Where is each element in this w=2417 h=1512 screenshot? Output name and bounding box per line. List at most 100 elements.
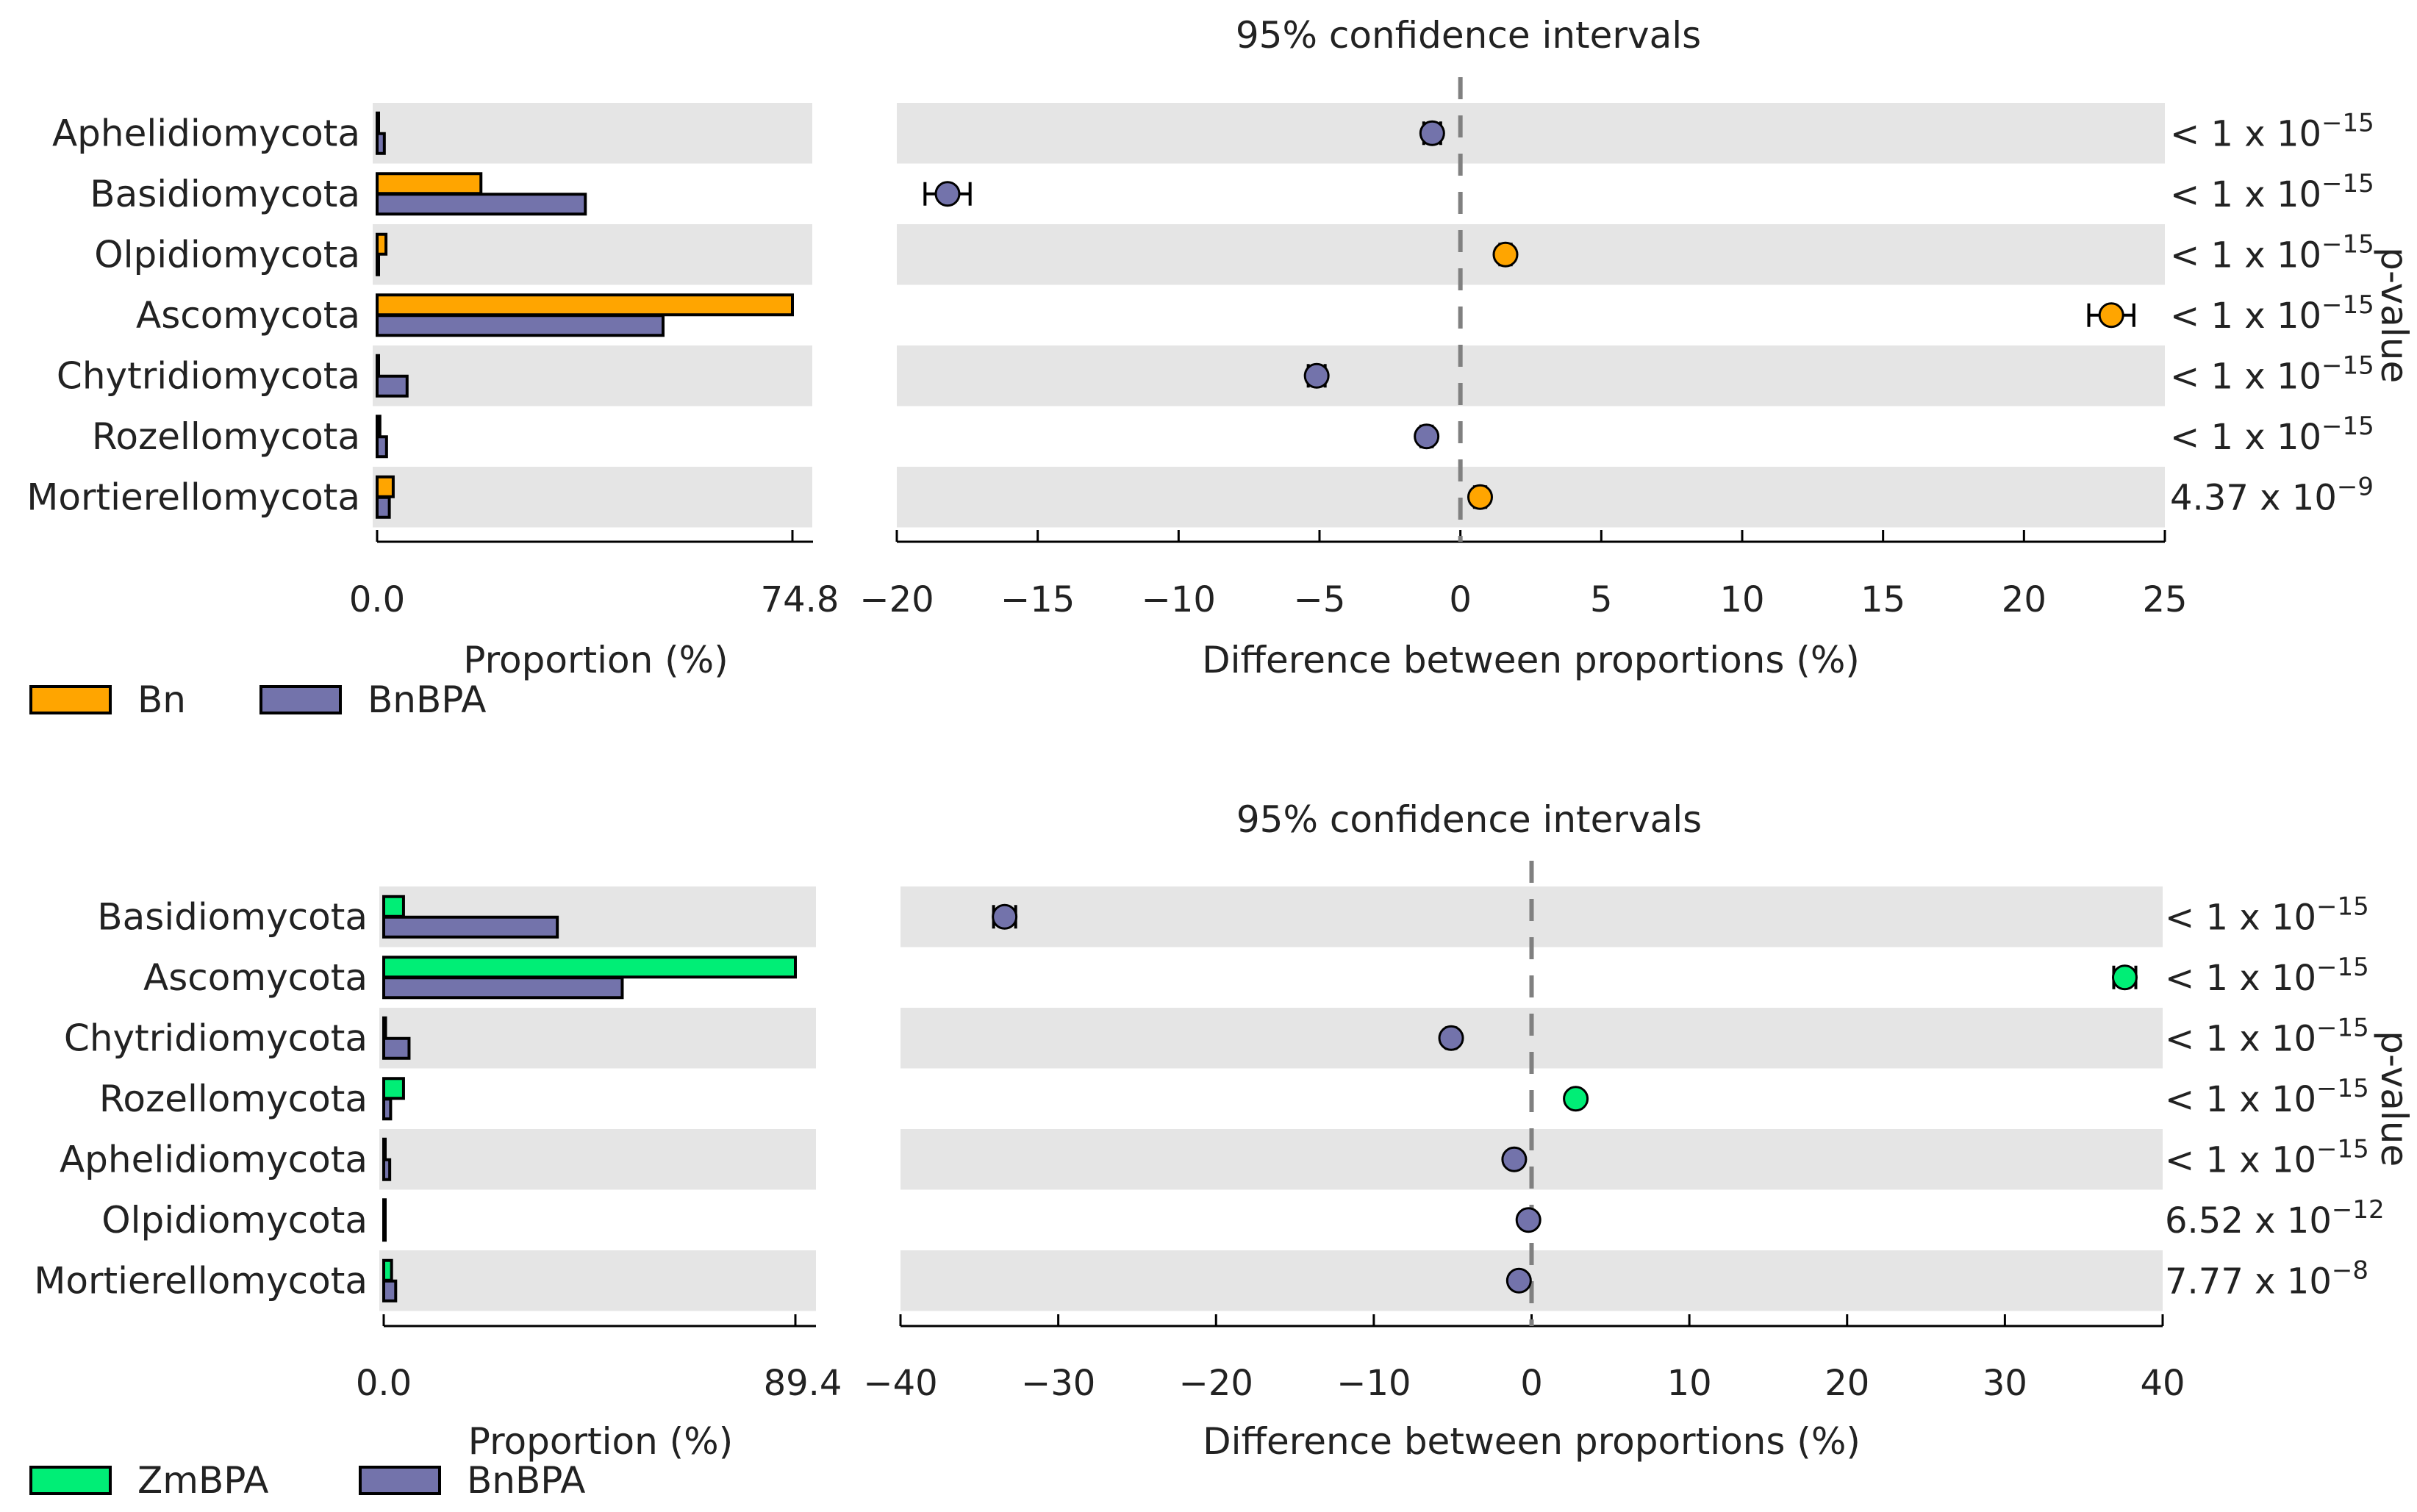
bar-bn: [376, 232, 388, 256]
p-value-label: < 1 x 10−15: [2170, 351, 2374, 397]
p-value-label: < 1 x 10−15: [2170, 229, 2374, 276]
category-label: Olpidiomycota: [101, 1199, 368, 1242]
category-label: Basidiomycota: [97, 895, 368, 938]
legend-label: BnBPA: [368, 678, 486, 721]
category-label: Chytridiomycota: [64, 1017, 368, 1059]
bar-bn: [376, 475, 395, 498]
p-value-label: < 1 x 10−15: [2165, 953, 2369, 999]
legend-label: ZmBPA: [137, 1459, 268, 1502]
bar-bnbpa: [382, 976, 624, 1000]
bar-bnbpa: [382, 1036, 411, 1060]
difference-tick-label: 40: [2140, 1363, 2185, 1404]
p-value-label: < 1 x 10−15: [2170, 108, 2374, 154]
category-label: Mortierellomycota: [26, 476, 360, 518]
category-label: Ascomycota: [143, 956, 368, 999]
difference-tick-label: −5: [1294, 579, 1346, 620]
category-label: Rozellomycota: [99, 1078, 368, 1120]
legend-swatch-bn: [29, 685, 112, 714]
difference-point: [1505, 1267, 1532, 1294]
difference-tick-label: 15: [1861, 579, 1905, 620]
bar-bn: [376, 172, 483, 196]
row-shade: [373, 467, 812, 528]
chart-panel-2: 95% confidence intervals Basidiomycota Asc…: [29, 798, 2416, 1502]
bar-bn: [376, 293, 794, 317]
difference-tick-label: 0: [1520, 1363, 1543, 1404]
difference-tick-label: −15: [1000, 579, 1075, 620]
p-value-label: < 1 x 10−15: [2165, 1013, 2369, 1059]
row-shade: [379, 1250, 816, 1311]
difference-point: [2098, 302, 2124, 329]
category-label: Aphelidiomycota: [60, 1138, 368, 1180]
row-shade: [897, 224, 2165, 285]
difference-tick-label: 0: [1449, 579, 1472, 620]
p-value-label: < 1 x 10−15: [2165, 1134, 2369, 1180]
bar-zmbpa: [382, 1137, 387, 1161]
category-label: Chytridiomycota: [57, 354, 360, 397]
bar-bn: [376, 354, 380, 377]
row-shade: [379, 1129, 816, 1190]
difference-point: [1303, 362, 1330, 389]
difference-point: [992, 903, 1018, 930]
proportion-tick-label: 0.0: [349, 579, 405, 620]
difference-point: [1515, 1207, 1541, 1233]
legend-swatch-bnbpa: [259, 685, 342, 714]
difference-tick-label: 20: [2002, 579, 2047, 620]
proportion-tick-label: 89.4: [764, 1363, 842, 1404]
bar-bnbpa: [382, 1097, 393, 1121]
row-shade: [373, 224, 812, 285]
row-shade: [897, 103, 2165, 164]
difference-tick-label: −40: [863, 1363, 937, 1404]
p-value-label: 4.37 x 10−9: [2170, 472, 2374, 518]
category-label: Rozellomycota: [92, 415, 360, 458]
bar-zmbpa: [382, 895, 405, 918]
category-label: Basidiomycota: [90, 173, 360, 215]
difference-axis-title: Difference between proportions (%): [1203, 1420, 1861, 1463]
proportion-axis-title: Proportion (%): [468, 1420, 733, 1463]
category-label: Mortierellomycota: [34, 1259, 368, 1302]
bar-bnbpa: [376, 435, 388, 459]
difference-tick-label: 20: [1825, 1363, 1869, 1404]
difference-tick-label: 5: [1590, 579, 1613, 620]
difference-point: [1438, 1025, 1464, 1051]
row-shade: [373, 345, 812, 406]
bar-bn: [376, 111, 380, 135]
bar-bnbpa: [376, 132, 386, 155]
difference-tick-label: −20: [1179, 1363, 1253, 1404]
difference-point: [1492, 241, 1519, 268]
difference-tick-label: −10: [1142, 579, 1216, 620]
bar-zmbpa: [382, 1016, 387, 1039]
bar-bn: [376, 415, 382, 438]
difference-axis-title: Difference between proportions (%): [1202, 639, 1860, 681]
category-label: Olpidiomycota: [94, 233, 360, 276]
legend-swatch-bnbpa: [359, 1466, 441, 1495]
difference-point: [1419, 120, 1445, 146]
bar-zmbpa: [382, 1198, 387, 1222]
chart-title: 95% confidence intervals: [1236, 14, 1701, 57]
p-value-label: < 1 x 10−15: [2170, 169, 2374, 215]
difference-tick-label: −20: [859, 579, 934, 620]
p-value-axis-title: p-value: [2373, 247, 2416, 383]
difference-point: [1414, 423, 1440, 450]
difference-tick-label: 10: [1667, 1363, 1712, 1404]
bar-bnbpa: [382, 1279, 398, 1303]
bar-bnbpa: [376, 253, 380, 276]
bar-zmbpa: [382, 1077, 405, 1100]
chart-panel-1: 95% confidence intervals Aphelidiomycota B…: [26, 14, 2416, 721]
bar-bnbpa: [376, 495, 391, 519]
difference-point: [934, 181, 961, 207]
bar-bnbpa: [382, 1158, 392, 1181]
row-shade: [897, 345, 2165, 406]
difference-tick-label: 30: [1983, 1363, 2027, 1404]
bar-zmbpa: [382, 1258, 393, 1282]
bar-bnbpa: [376, 374, 409, 398]
p-value-axis-title: p-value: [2373, 1031, 2416, 1167]
proportion-axis-title: Proportion (%): [463, 639, 728, 681]
p-value-label: < 1 x 10−15: [2170, 412, 2374, 458]
legend-label: Bn: [137, 678, 186, 721]
difference-point: [1563, 1086, 1589, 1112]
bar-bnbpa: [382, 915, 559, 939]
row-shade: [379, 1008, 816, 1069]
chart-title: 95% confidence intervals: [1236, 798, 1702, 841]
bar-bnbpa: [382, 1219, 387, 1242]
